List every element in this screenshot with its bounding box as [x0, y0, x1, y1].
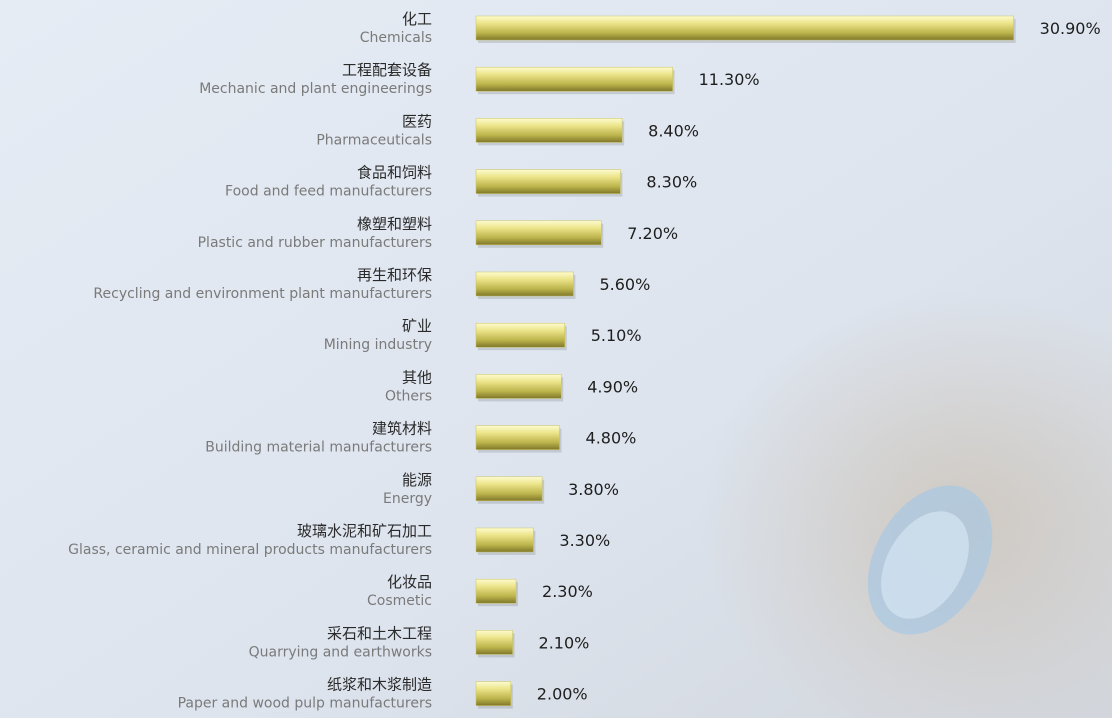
category-label-en: Chemicals [360, 30, 432, 46]
value-label: 2.30% [542, 582, 593, 601]
category-label: 医药 [402, 112, 432, 130]
category-label: 化妆品 [387, 573, 432, 591]
value-label: 2.10% [539, 633, 590, 652]
category-label-en: Cosmetic [367, 593, 432, 609]
category-label-en: Food and feed manufacturers [225, 184, 432, 200]
bar [475, 374, 562, 399]
value-label: 4.90% [587, 377, 638, 396]
value-label: 5.60% [599, 275, 650, 294]
bar [475, 169, 621, 194]
bar [475, 66, 673, 92]
category-label: 食品和饲料 [357, 164, 432, 182]
category-label-en: Building material manufacturers [205, 440, 432, 456]
category-label-en: Energy [383, 491, 432, 507]
bar [475, 578, 517, 604]
category-label: 化工 [402, 10, 432, 28]
category-label: 矿业 [402, 317, 432, 335]
category-label: 建筑材料 [372, 420, 432, 438]
value-label: 3.80% [568, 480, 619, 499]
bar [475, 322, 565, 348]
category-label: 玻璃水泥和矿石加工 [297, 522, 432, 540]
category-label-en: Paper and wood pulp manufacturers [178, 696, 432, 712]
category-label-en: Others [385, 388, 432, 404]
value-label: 4.80% [586, 429, 637, 448]
category-label: 橡塑和塑料 [357, 215, 432, 233]
category-label-en: Pharmaceuticals [316, 132, 432, 148]
bar [475, 476, 543, 502]
bar [475, 527, 534, 553]
value-label: 30.90% [1040, 19, 1101, 38]
bar [475, 425, 560, 450]
value-label: 3.30% [559, 531, 610, 550]
bar [475, 681, 512, 706]
category-label: 其他 [402, 368, 432, 386]
category-label-en: Mining industry [324, 337, 432, 353]
category-label: 工程配套设备 [342, 61, 432, 79]
category-label: 能源 [402, 471, 432, 489]
category-label: 采石和土木工程 [327, 624, 432, 642]
bar [475, 118, 623, 143]
category-label-en: Recycling and environment plant manufact… [93, 286, 432, 302]
category-label-en: Mechanic and plant engineerings [199, 81, 432, 97]
category-label-en: Plastic and rubber manufacturers [198, 235, 432, 251]
value-label: 11.30% [699, 70, 760, 89]
value-label: 7.20% [627, 224, 678, 243]
bar [475, 220, 602, 246]
value-label: 8.40% [648, 121, 699, 140]
category-label-en: Quarrying and earthworks [249, 644, 432, 660]
value-label: 5.10% [591, 326, 642, 345]
value-label: 8.30% [646, 173, 697, 192]
category-label: 再生和环保 [357, 266, 432, 284]
category-label: 纸浆和木浆制造 [327, 676, 432, 694]
bar [475, 15, 1014, 41]
bar [475, 630, 513, 655]
category-label-en: Glass, ceramic and mineral products manu… [68, 542, 432, 558]
value-label: 2.00% [537, 685, 588, 704]
bar [475, 271, 574, 297]
bottle-cap-inner [881, 511, 969, 619]
